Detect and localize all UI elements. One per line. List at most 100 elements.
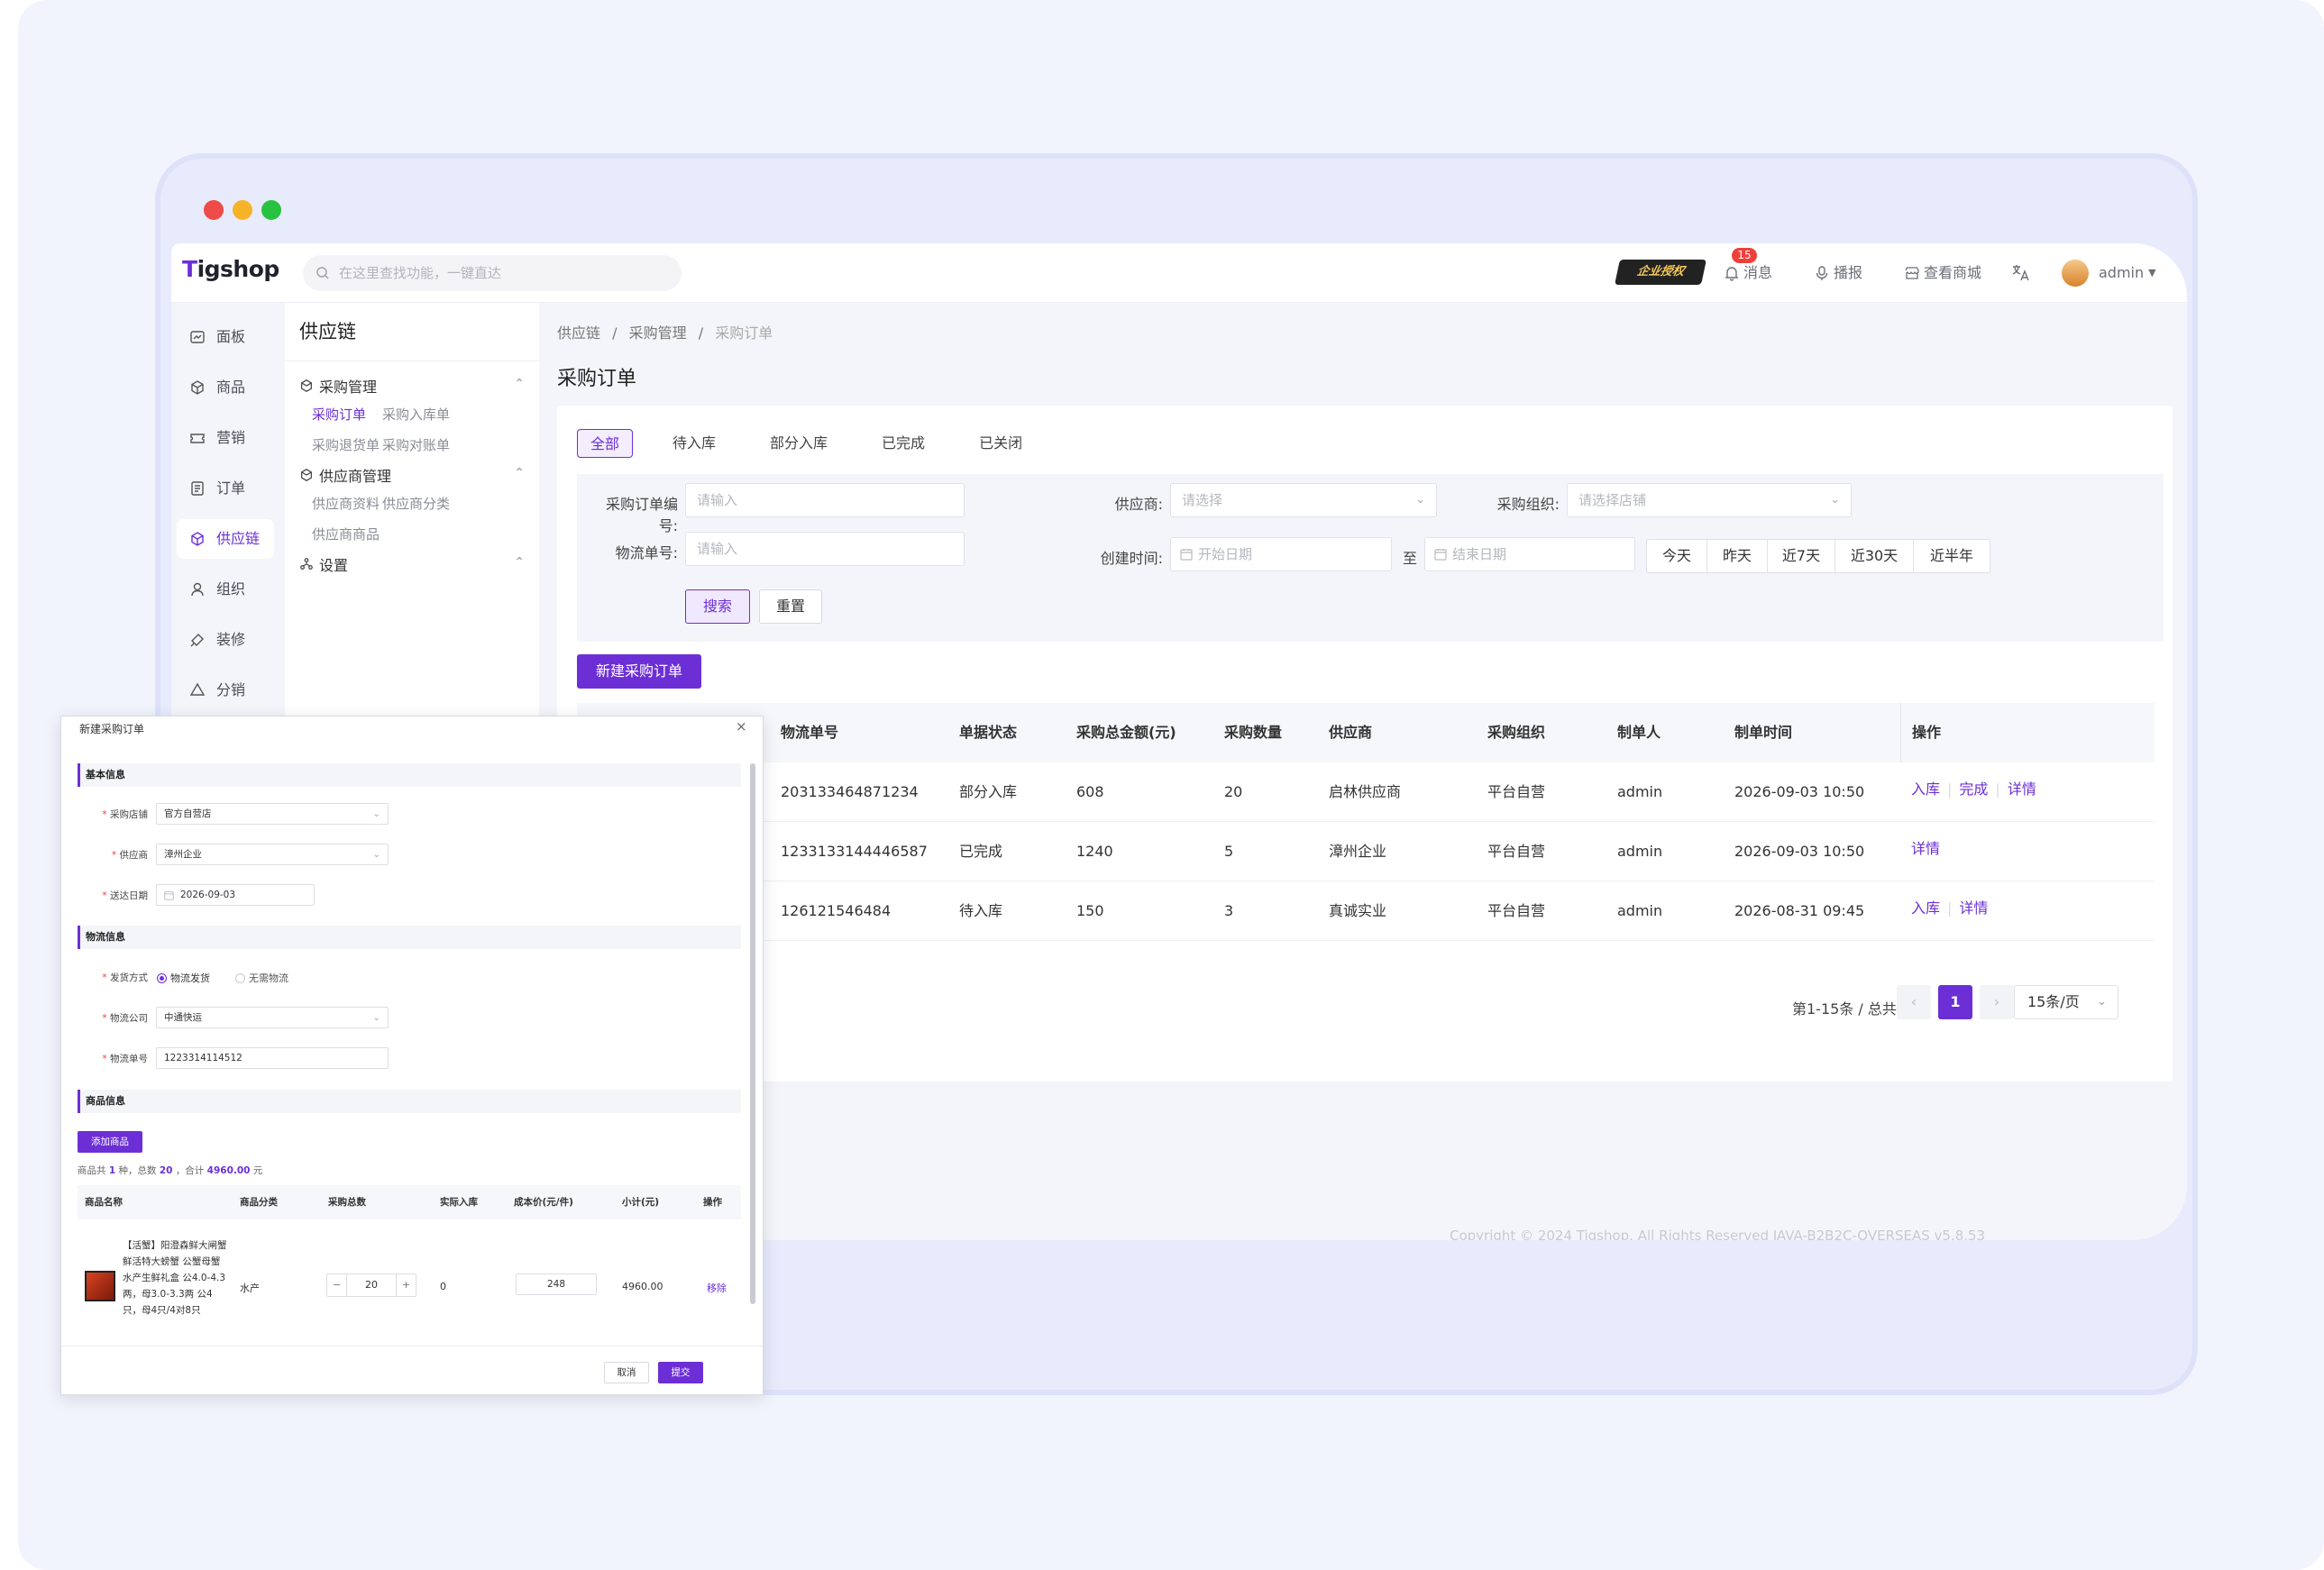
nav-item-distribution[interactable]: 分销 <box>177 671 274 710</box>
label-text: 采购店铺 <box>110 809 148 820</box>
tab-pending[interactable]: 待入库 <box>672 434 717 452</box>
breadcrumb-item[interactable]: 采购管理 <box>628 324 687 342</box>
tab-completed[interactable]: 已完成 <box>882 434 926 452</box>
prev-page-button[interactable]: ‹ <box>1897 985 1931 1019</box>
broadcast-button[interactable]: 播报 <box>1814 243 1862 303</box>
cost-input[interactable]: 248 <box>516 1273 597 1295</box>
org-select[interactable]: 请选择店铺 ⌄ <box>1567 483 1852 517</box>
group-supplier[interactable]: 供应商管理 <box>299 464 391 486</box>
page-size-select[interactable]: 15条/页 ⌄ <box>2014 985 2118 1019</box>
radio-no-logistics[interactable]: 无需物流 <box>235 971 288 985</box>
tab-closed[interactable]: 已关闭 <box>979 434 1023 452</box>
quantity-stepper[interactable]: − 20 + <box>326 1273 416 1297</box>
avatar[interactable] <box>2062 260 2089 287</box>
column-header: 小计(元) <box>622 1197 660 1208</box>
messages-label: 消息 <box>1743 264 1773 281</box>
chevron-down-icon: ⌄ <box>372 808 380 819</box>
page-button-current[interactable]: 1 <box>1938 985 1972 1019</box>
remove-link[interactable]: 移除 <box>707 1282 727 1294</box>
search-input[interactable]: 在这里查找功能，一键直达 <box>303 255 682 291</box>
quick-today[interactable]: 今天 <box>1646 539 1707 573</box>
summary-text: 商品共 <box>78 1165 106 1176</box>
cell-org: 平台自营 <box>1487 783 1546 800</box>
maximize-window-dot[interactable] <box>261 200 281 220</box>
nav-item-supply-chain[interactable]: 供应链 <box>177 519 274 559</box>
plus-icon[interactable]: + <box>396 1274 416 1296</box>
tab-partial[interactable]: 部分入库 <box>770 434 828 452</box>
nav-label: 营销 <box>216 429 246 446</box>
cell-actions: 入库 | 完成 | 详情 <box>1911 762 2036 817</box>
nav-label: 组织 <box>216 580 246 598</box>
created-label: 创建时间: <box>1100 550 1163 567</box>
nav-item-organization[interactable]: 组织 <box>177 570 274 609</box>
reset-button[interactable]: 重置 <box>759 589 822 624</box>
cancel-button[interactable]: 取消 <box>604 1362 649 1383</box>
end-date-input[interactable]: 结束日期 <box>1424 537 1635 571</box>
supplier-select[interactable]: 请选择 ⌄ <box>1170 483 1437 517</box>
chevron-up-icon[interactable]: ⌃ <box>514 555 525 570</box>
nav-item-orders[interactable]: 订单 <box>177 469 274 508</box>
nav-label: 分销 <box>216 681 246 698</box>
radio-label: 物流发货 <box>170 972 210 984</box>
minus-icon[interactable]: − <box>327 1274 347 1296</box>
detail-link[interactable]: 详情 <box>1959 899 1989 917</box>
close-window-dot[interactable] <box>204 200 224 220</box>
quick-30days[interactable]: 近30天 <box>1834 539 1914 573</box>
quick-half-year[interactable]: 近半年 <box>1913 539 1990 573</box>
language-button[interactable] <box>2010 243 2034 303</box>
user-menu[interactable]: admin ▼ <box>2099 243 2156 303</box>
scrollbar[interactable] <box>750 763 755 1304</box>
microphone-icon <box>1816 266 1828 280</box>
detail-link[interactable]: 详情 <box>1911 840 1941 857</box>
complete-link[interactable]: 完成 <box>1959 780 1989 798</box>
company-select[interactable]: 中通快运 ⌄ <box>156 1007 389 1028</box>
next-page-button[interactable]: › <box>1980 985 2014 1019</box>
pagination-info: 第1-15条 / 总共3条 <box>1792 1000 1921 1018</box>
nav-item-decoration[interactable]: 装修 <box>177 620 274 660</box>
submenu-supplier-info[interactable]: 供应商资料 <box>312 496 380 512</box>
submenu-purchase-return[interactable]: 采购退货单 <box>312 437 380 453</box>
breadcrumb-item[interactable]: 供应链 <box>557 324 601 342</box>
nav-item-products[interactable]: 商品 <box>177 368 274 407</box>
chevron-up-icon[interactable]: ⌃ <box>514 466 525 480</box>
logistics-no-input[interactable]: 1223314114512 <box>156 1047 389 1069</box>
group-purchase[interactable]: 采购管理 <box>299 375 377 397</box>
close-icon[interactable]: × <box>736 718 747 735</box>
logo[interactable]: Tigshop <box>182 256 279 282</box>
minimize-window-dot[interactable] <box>233 200 252 220</box>
logo-text: igshop <box>197 256 280 282</box>
radio-logistics[interactable]: 物流发货 <box>157 971 210 985</box>
detail-link[interactable]: 详情 <box>2007 780 2036 798</box>
quantity-value[interactable]: 20 <box>365 1279 378 1291</box>
enterprise-badge[interactable]: 企业授权 <box>1615 260 1706 285</box>
submenu-purchase-inbound[interactable]: 采购入库单 <box>382 406 451 423</box>
view-store-button[interactable]: 查看商城 <box>1904 243 1981 303</box>
column-header: 物流单号 <box>781 724 839 741</box>
submit-button[interactable]: 提交 <box>658 1362 703 1383</box>
group-settings[interactable]: 设置 <box>299 553 348 575</box>
inbound-link[interactable]: 入库 <box>1911 780 1941 798</box>
order-no-input[interactable]: 请输入 <box>685 483 965 517</box>
date-input[interactable]: 2026-09-03 <box>156 884 315 906</box>
search-button[interactable]: 搜索 <box>685 589 750 624</box>
nav-item-marketing[interactable]: 营销 <box>177 418 274 458</box>
submenu-purchase-reconcile[interactable]: 采购对账单 <box>382 437 451 453</box>
store-select[interactable]: 官方自营店 ⌄ <box>156 803 389 825</box>
start-date-input[interactable]: 开始日期 <box>1170 537 1392 571</box>
quick-yesterday[interactable]: 昨天 <box>1706 539 1768 573</box>
submenu-supplier-goods[interactable]: 供应商商品 <box>312 526 380 543</box>
quick-7days[interactable]: 近7天 <box>1767 539 1835 573</box>
messages-button[interactable]: 消息 <box>1724 243 1772 303</box>
submenu-purchase-order[interactable]: 采购订单 <box>312 406 367 423</box>
new-order-modal: 新建采购订单 × 基本信息 * 采购店铺 官方自营店 ⌄ * 供应商 漳州企业 ⌄ … <box>60 716 764 1395</box>
supplier-select[interactable]: 漳州企业 ⌄ <box>156 844 389 865</box>
submenu-supplier-category[interactable]: 供应商分类 <box>382 496 451 512</box>
nav-item-dashboard[interactable]: 面板 <box>177 317 274 357</box>
new-order-button[interactable]: 新建采购订单 <box>577 654 701 689</box>
inbound-link[interactable]: 入库 <box>1911 899 1941 917</box>
chevron-up-icon[interactable]: ⌃ <box>514 377 525 391</box>
logistics-input[interactable]: 请输入 <box>685 532 965 566</box>
chevron-down-icon: ⌄ <box>1415 493 1425 507</box>
tab-all[interactable]: 全部 <box>577 429 634 458</box>
add-goods-button[interactable]: 添加商品 <box>78 1131 142 1153</box>
